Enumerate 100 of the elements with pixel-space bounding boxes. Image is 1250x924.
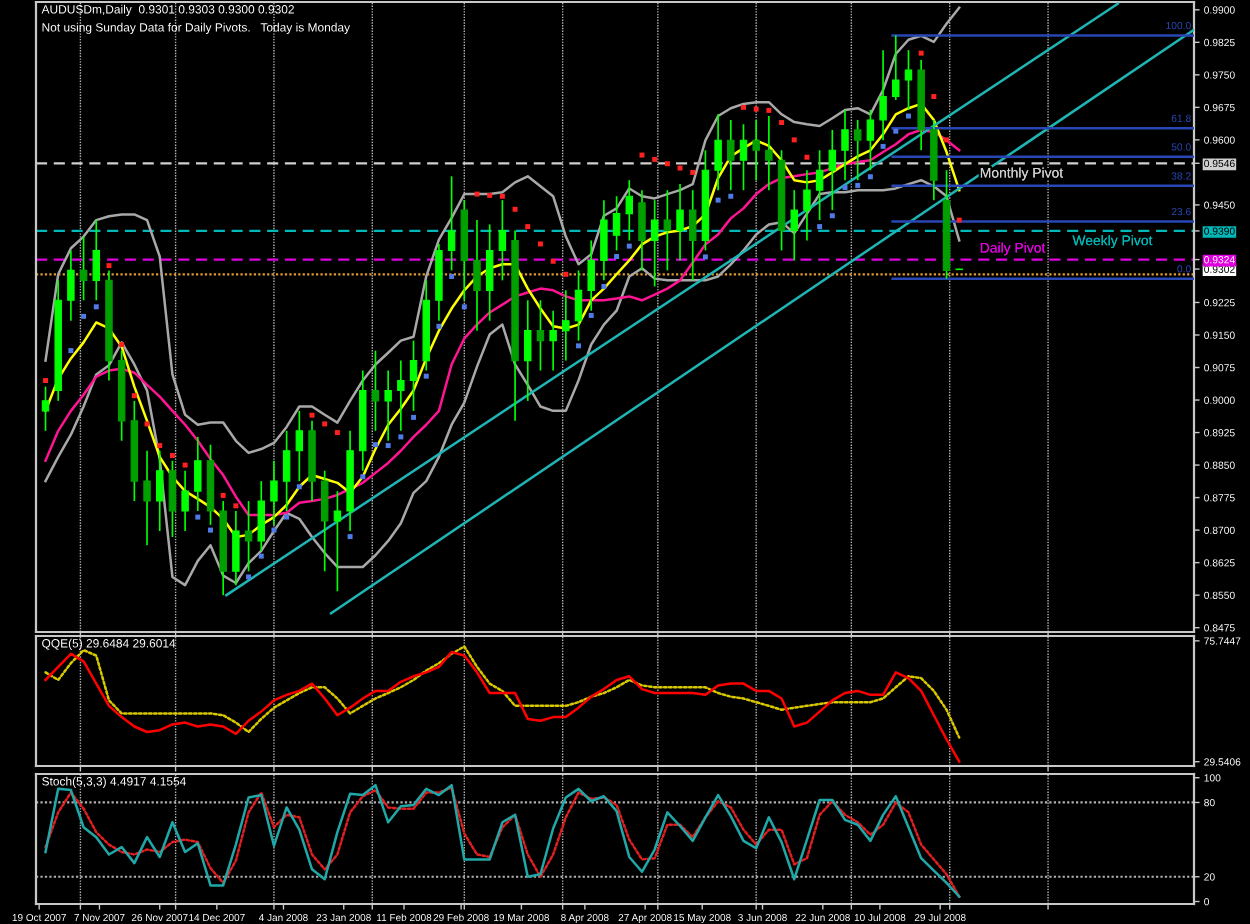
candlestick — [892, 34, 900, 101]
point — [258, 553, 264, 559]
candlestick — [765, 115, 773, 192]
point — [728, 193, 734, 199]
point — [956, 217, 962, 223]
candlestick — [866, 109, 875, 172]
point — [867, 174, 873, 180]
point — [68, 348, 74, 354]
point — [360, 474, 366, 480]
point — [677, 165, 683, 171]
candlestick — [41, 385, 50, 432]
point — [715, 197, 721, 203]
candlestick — [397, 359, 405, 432]
candlestick — [841, 109, 849, 182]
candlestick — [371, 349, 380, 432]
point — [702, 254, 708, 260]
point — [893, 128, 899, 134]
candlestick — [232, 510, 240, 587]
point — [385, 443, 391, 449]
point — [284, 514, 290, 520]
candlestick — [524, 299, 532, 402]
candlestick — [689, 189, 697, 282]
candlestick — [282, 429, 291, 512]
point — [106, 263, 112, 269]
candlestick — [815, 149, 824, 221]
point — [766, 107, 772, 113]
point — [169, 453, 175, 459]
point — [372, 442, 378, 448]
point — [817, 224, 823, 230]
point — [512, 206, 518, 212]
point — [334, 430, 340, 436]
point — [233, 503, 239, 509]
point — [652, 156, 658, 162]
candlestick — [485, 223, 494, 322]
candlestick — [638, 189, 646, 272]
point — [119, 342, 125, 348]
point — [157, 443, 163, 449]
candlestick — [600, 199, 608, 282]
line-series — [44, 650, 961, 763]
point — [664, 161, 670, 167]
candlestick — [536, 299, 545, 372]
point — [423, 373, 429, 379]
candlestick — [333, 490, 342, 593]
candlestick — [853, 119, 862, 182]
point — [499, 193, 505, 199]
point — [537, 241, 543, 247]
point — [296, 484, 302, 490]
candlestick — [92, 219, 101, 302]
candlestick — [270, 459, 278, 526]
candlestick — [295, 410, 304, 482]
candlestick — [562, 289, 570, 362]
candlestick — [663, 189, 672, 272]
candlestick — [828, 129, 837, 211]
candlestick — [409, 339, 418, 412]
candlestick — [244, 500, 253, 573]
point — [880, 143, 886, 149]
point — [398, 434, 404, 440]
candlestick — [739, 123, 748, 192]
candlestick — [320, 469, 329, 573]
candlestick — [803, 169, 811, 242]
point — [309, 412, 315, 418]
point — [791, 137, 797, 143]
candlestick — [714, 113, 722, 192]
point — [220, 492, 226, 498]
point — [855, 182, 861, 188]
point — [525, 224, 531, 230]
point — [144, 421, 150, 427]
point — [182, 462, 188, 468]
point — [487, 192, 493, 198]
candlestick — [879, 49, 887, 142]
candlestick — [447, 175, 456, 272]
point — [918, 50, 924, 56]
point — [626, 243, 632, 249]
point — [944, 137, 950, 143]
candlestick — [384, 369, 392, 442]
point — [931, 94, 937, 100]
candlestick — [156, 449, 164, 532]
point — [246, 574, 252, 580]
point — [449, 273, 455, 279]
candlestick — [181, 469, 189, 532]
candlestick — [676, 183, 684, 262]
point — [804, 154, 810, 160]
point — [563, 271, 569, 277]
point — [550, 258, 556, 264]
point — [131, 393, 137, 399]
point — [347, 534, 353, 540]
candlestick — [727, 119, 735, 192]
candlestick — [612, 195, 621, 252]
candlestick — [904, 49, 913, 111]
candlestick — [625, 179, 634, 242]
candlestick — [498, 199, 507, 282]
candlestick — [67, 249, 75, 322]
candlestick — [473, 219, 481, 332]
point — [779, 120, 785, 126]
point — [639, 152, 645, 158]
candlestick — [587, 239, 595, 312]
candlestick — [549, 309, 557, 372]
point — [829, 213, 835, 219]
point — [93, 304, 99, 310]
candlestick — [143, 449, 151, 547]
